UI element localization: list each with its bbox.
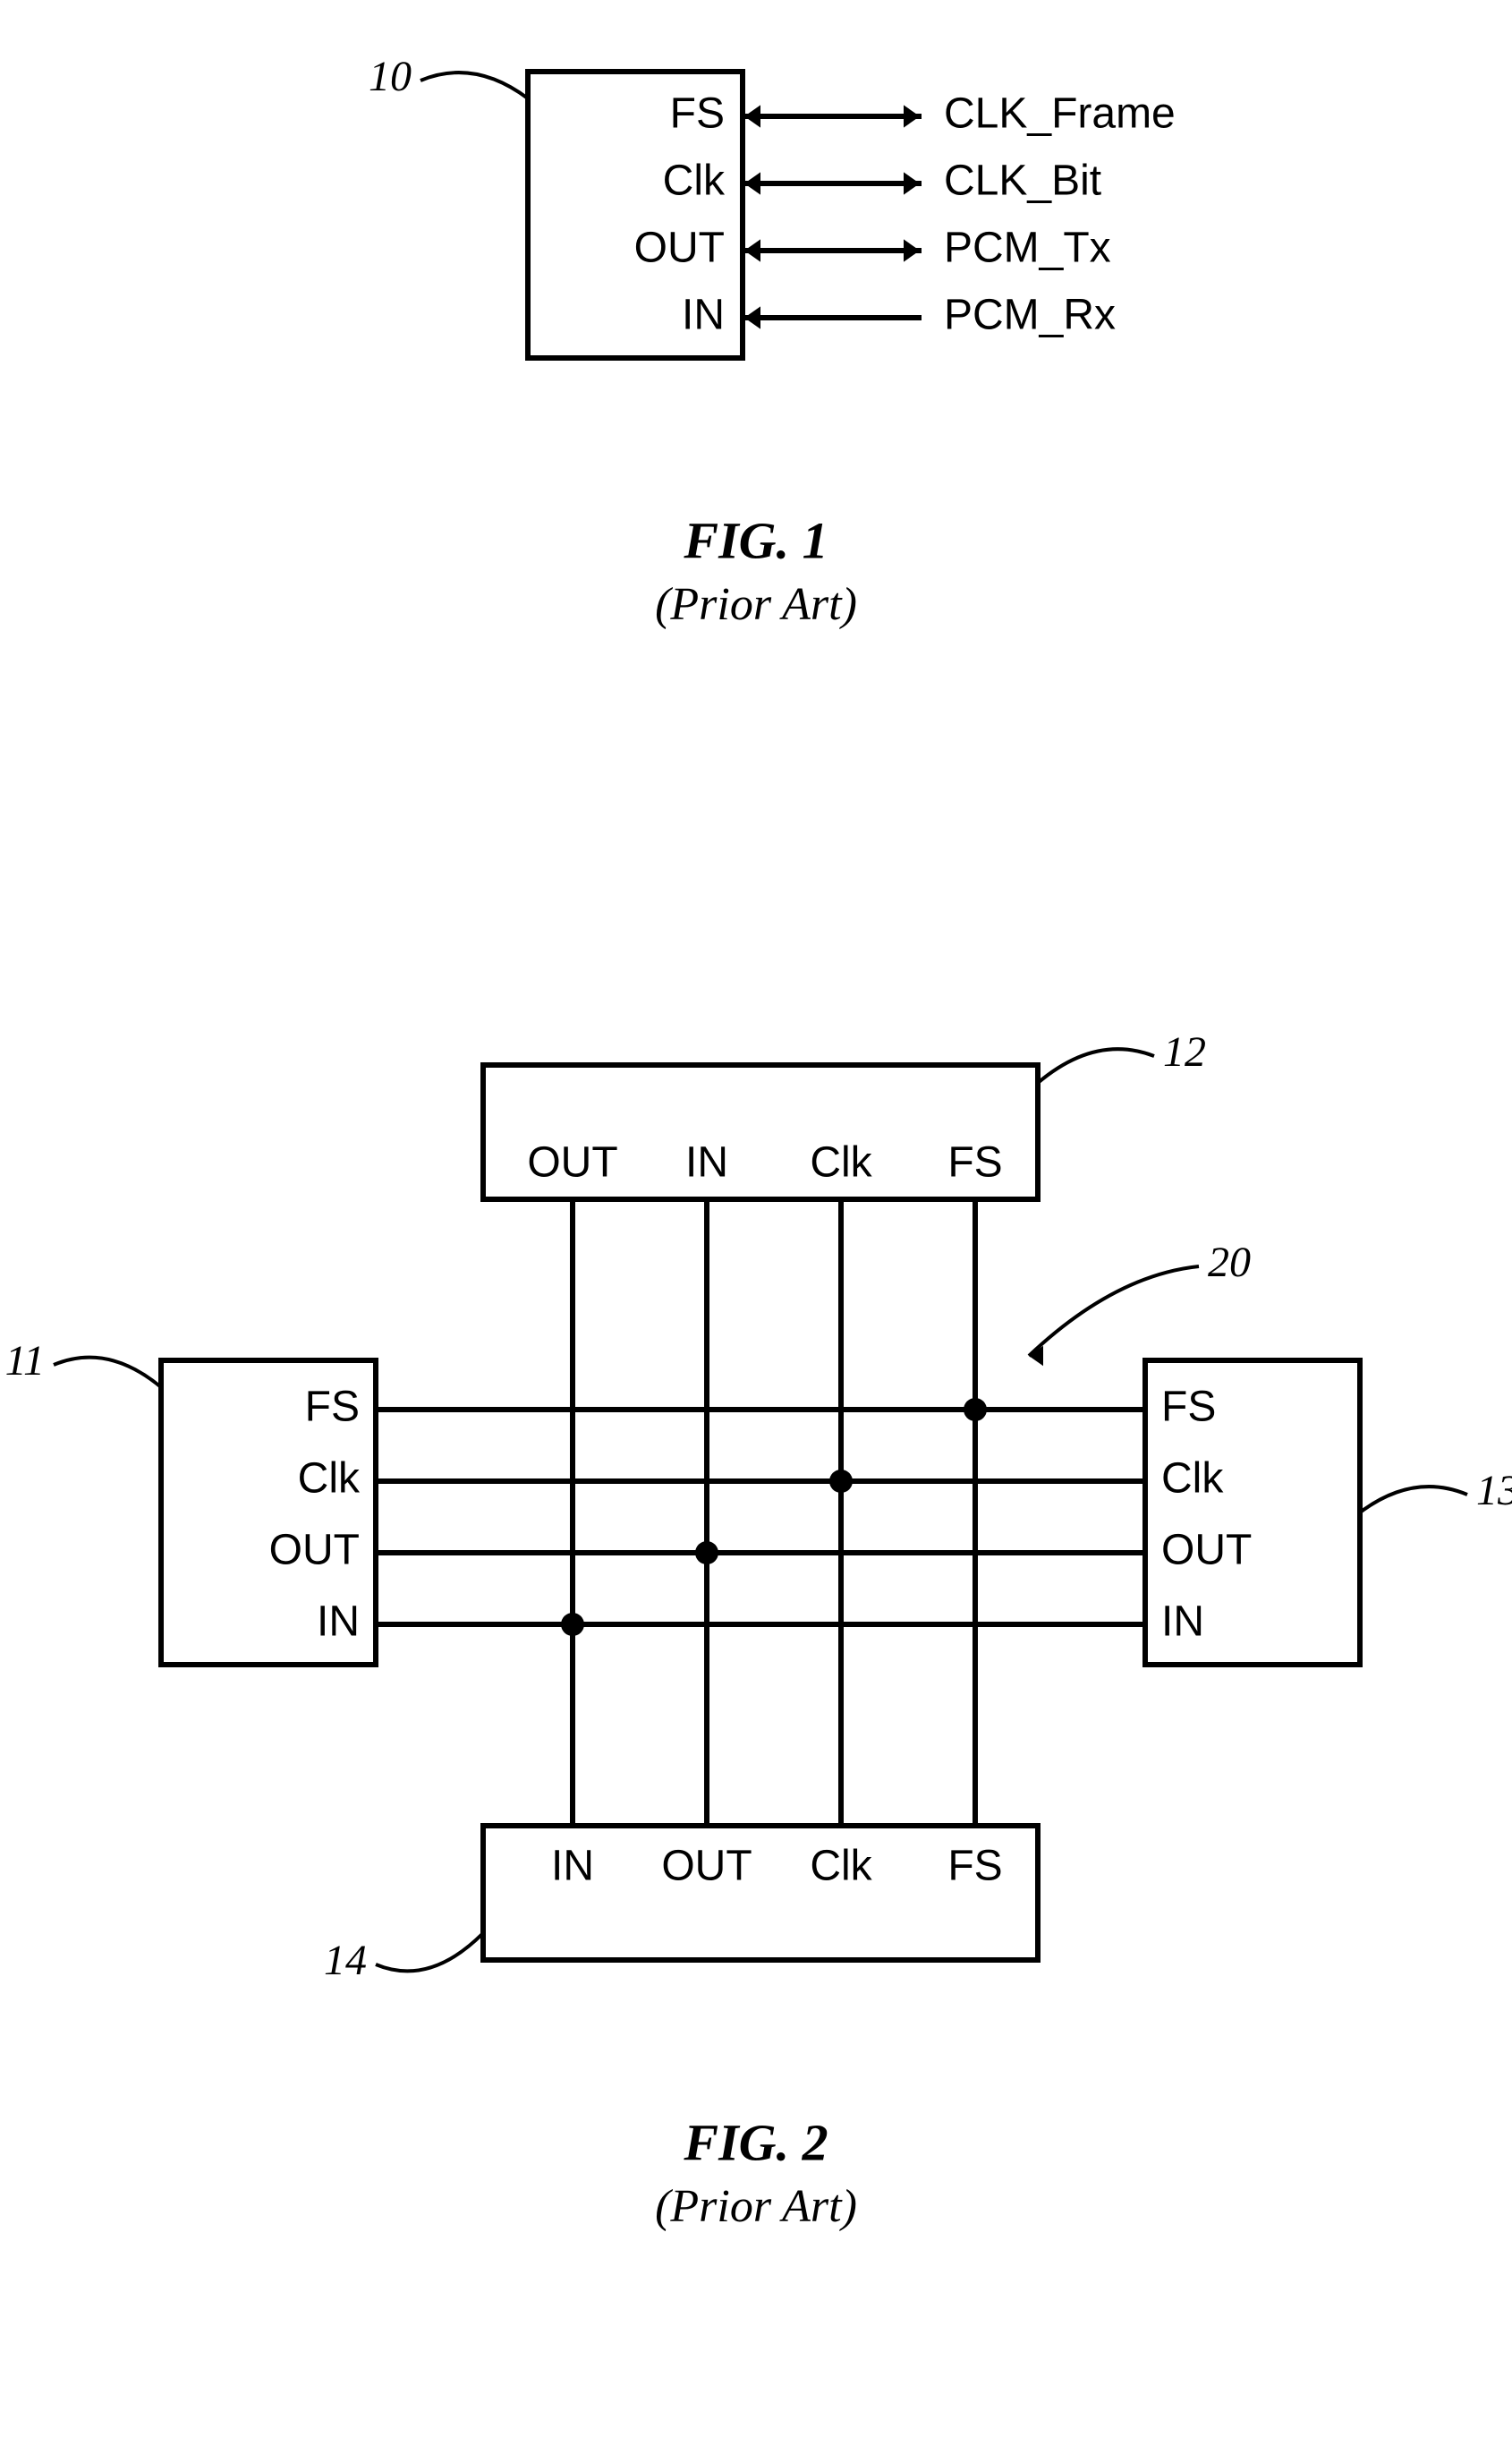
pin-label: OUT xyxy=(1161,1527,1252,1574)
pin-label: IN xyxy=(685,1139,728,1187)
pin-label: OUT xyxy=(634,225,725,272)
signal-label: CLK_Bit xyxy=(944,158,1101,205)
pin-label: FS xyxy=(947,1843,1002,1890)
ref-leader xyxy=(376,1933,483,1971)
ref-label: 20 xyxy=(1208,1239,1251,1286)
ref-leader xyxy=(1029,1266,1199,1356)
arrow-head-icon xyxy=(744,105,760,127)
pin-label: Clk xyxy=(663,158,726,205)
junction-dot-icon xyxy=(829,1470,853,1493)
pin-label: Clk xyxy=(810,1139,872,1187)
ref-label: 10 xyxy=(369,53,412,100)
pin-label: IN xyxy=(1161,1598,1204,1646)
signal-label: CLK_Frame xyxy=(944,90,1176,138)
pin-label: FS xyxy=(1161,1384,1216,1431)
ref-leader xyxy=(1360,1487,1467,1512)
fig2-caption-title: FIG. 2 xyxy=(683,2113,828,2171)
pin-label: FS xyxy=(305,1384,360,1431)
pin-label: FS xyxy=(670,90,725,138)
arrow-head-icon xyxy=(904,172,920,194)
ref-label: 14 xyxy=(324,1937,367,1984)
pin-label: Clk xyxy=(810,1843,872,1890)
ref-leader xyxy=(1038,1049,1154,1083)
fig1-caption-sub: (Prior Art) xyxy=(655,579,857,630)
pin-label: IN xyxy=(317,1598,360,1646)
fig2-caption-sub: (Prior Art) xyxy=(655,2181,857,2232)
pin-label: IN xyxy=(682,292,725,339)
ref-label: 11 xyxy=(5,1337,45,1385)
arrow-head-icon xyxy=(744,306,760,328)
arrow-head-icon xyxy=(904,239,920,261)
fig1-caption-title: FIG. 1 xyxy=(683,511,828,569)
diagram-canvas: FS CLK_Frame Clk CLK_Bit OUT PCM_Tx IN PCM_Rx 10… xyxy=(0,0,1512,2454)
ref-label: 12 xyxy=(1163,1028,1206,1076)
arrow-head-icon xyxy=(744,239,760,261)
ref-label: 13 xyxy=(1476,1467,1512,1514)
junction-dot-icon xyxy=(695,1541,718,1564)
pin-label: OUT xyxy=(269,1527,360,1574)
arrow-head-icon xyxy=(904,105,920,127)
pin-label: Clk xyxy=(298,1455,361,1503)
page: FS CLK_Frame Clk CLK_Bit OUT PCM_Tx IN PCM_Rx 10… xyxy=(0,0,1512,2454)
junction-dot-icon xyxy=(964,1398,987,1421)
pin-label: FS xyxy=(947,1139,1002,1187)
signal-label: PCM_Tx xyxy=(944,225,1111,272)
pin-label: OUT xyxy=(527,1139,617,1187)
pin-label: IN xyxy=(551,1843,594,1890)
ref-leader xyxy=(420,72,528,98)
pin-label: Clk xyxy=(1161,1455,1224,1503)
arrow-head-icon xyxy=(744,172,760,194)
signal-label: PCM_Rx xyxy=(944,292,1116,339)
pin-label: OUT xyxy=(661,1843,752,1890)
ref-leader xyxy=(54,1358,161,1387)
junction-dot-icon xyxy=(561,1613,584,1636)
